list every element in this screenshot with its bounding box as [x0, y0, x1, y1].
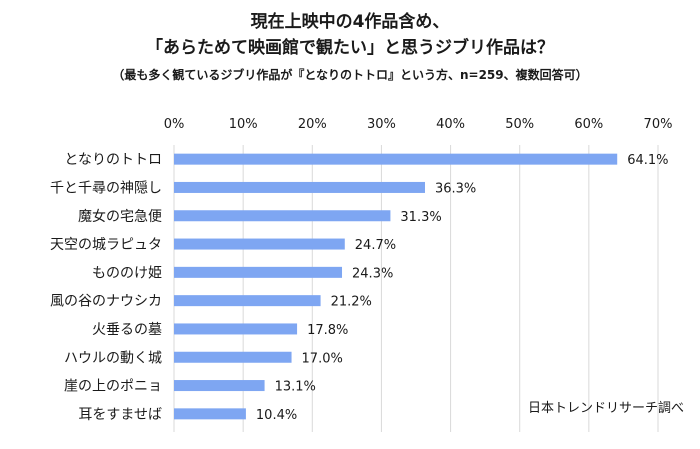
x-tick-label: 70% — [644, 117, 673, 132]
chart-subtitle: （最も多く観ているジブリ作品が『となりのトトロ』という方、n=259、複数回答可… — [112, 68, 588, 82]
x-tick-label: 0% — [164, 117, 185, 132]
bar — [174, 408, 246, 420]
x-tick-label: 30% — [367, 117, 396, 132]
category-label: 天空の城ラピュタ — [50, 237, 162, 253]
category-label: 魔女の宅急便 — [78, 208, 162, 225]
category-label: 風の谷のナウシカ — [50, 294, 162, 310]
category-label: となりのトトロ — [64, 152, 162, 168]
x-tick-label: 60% — [574, 117, 603, 132]
x-tick-label: 40% — [436, 117, 465, 132]
data-label: 13.1% — [275, 380, 316, 395]
data-label: 17.8% — [307, 323, 348, 338]
bar — [174, 238, 345, 250]
x-tick-label: 20% — [298, 117, 327, 132]
bar — [174, 351, 292, 363]
chart-title-line2: 「あらためて映画館で観たい」と思うジブリ作品は？ — [146, 38, 554, 58]
data-label: 24.3% — [352, 266, 393, 281]
data-label: 64.1% — [627, 153, 668, 168]
category-label: ハウルの動く城 — [64, 350, 162, 366]
data-label: 21.2% — [331, 295, 372, 310]
bar — [174, 181, 425, 193]
data-label: 31.3% — [400, 210, 441, 225]
source-credit: 日本トレンドリサーチ調べ — [527, 401, 684, 416]
chart-title-line1: 現在上映中の4作品含め、 — [250, 12, 450, 32]
bar — [174, 380, 265, 392]
category-label: 耳をすませば — [78, 407, 162, 423]
data-label: 36.3% — [435, 181, 476, 196]
bar — [174, 153, 618, 165]
bar — [174, 210, 391, 222]
category-label: もののけ姫 — [92, 265, 162, 281]
x-tick-label: 50% — [505, 117, 534, 132]
category-label: 崖の上のポニョ — [64, 379, 162, 395]
bar — [174, 266, 343, 278]
data-label: 17.0% — [302, 351, 343, 366]
data-label: 24.7% — [355, 238, 396, 253]
category-label: 火垂るの墓 — [92, 322, 162, 338]
bar — [174, 295, 321, 307]
data-label: 10.4% — [256, 408, 297, 423]
x-tick-label: 10% — [229, 117, 258, 132]
bar — [174, 323, 298, 335]
category-label: 千と千尋の神隠し — [50, 180, 162, 196]
